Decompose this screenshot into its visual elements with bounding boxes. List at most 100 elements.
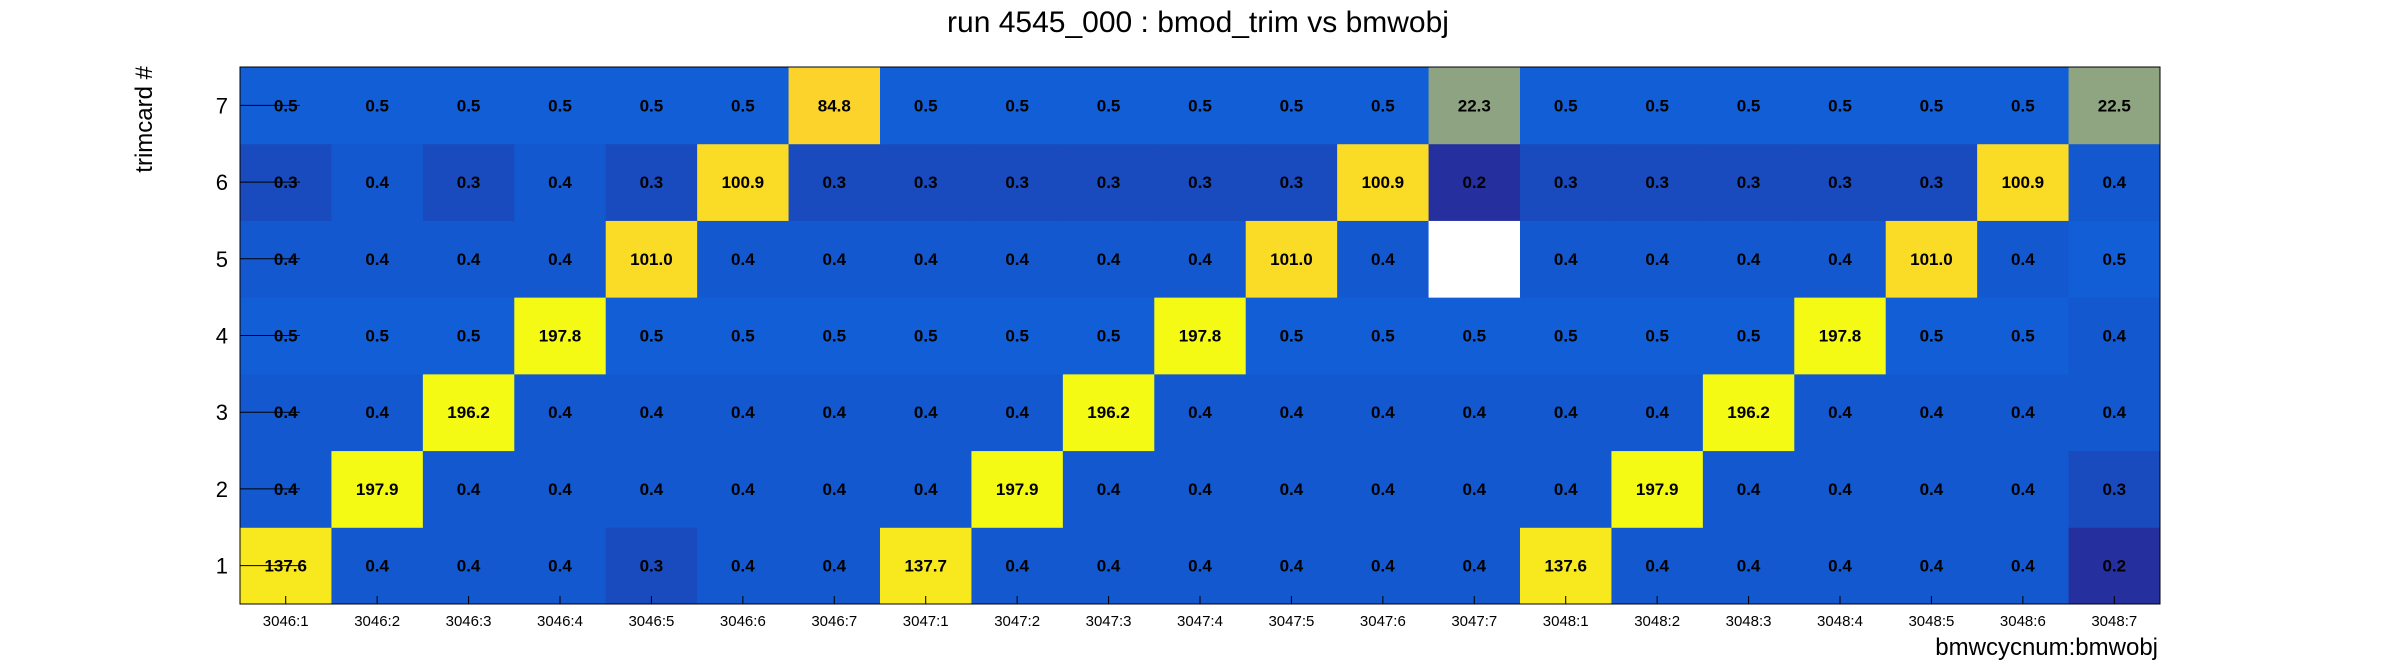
heatmap-cell [605,143,698,221]
cell-value-label: 0.4 [1828,250,1852,269]
cell-value-label: 0.4 [548,173,572,192]
heatmap-cell [697,450,790,528]
cell-value-label: 0.4 [1554,480,1578,499]
heatmap-cell [1428,143,1521,221]
y-tick-label: 4 [216,324,228,349]
cell-value-label: 0.4 [365,250,389,269]
x-tick-label: 3048:5 [1908,613,1954,630]
cell-value-label: 0.4 [2011,403,2035,422]
heatmap-cell [971,297,1064,375]
cell-value-label: 0.5 [1097,96,1121,115]
cell-value-label: 0.4 [1280,557,1304,576]
cell-value-label: 22.3 [1458,96,1491,115]
cell-value-label: 0.5 [1188,96,1212,115]
heatmap-cell [605,297,698,375]
heatmap-cell [880,220,972,298]
x-axis-label: bmwcycnum:bmwobj [1935,634,2158,661]
cell-value-label: 0.5 [1462,327,1486,346]
cell-value-label: 0.5 [2011,327,2035,346]
x-tick-label: 3048:4 [1817,613,1863,630]
heatmap-cell [331,450,424,528]
cell-value-label: 0.4 [1280,403,1304,422]
cell-value-label: 0.4 [914,250,938,269]
heatmap-cell [1154,67,1247,145]
cell-value-label: 0.5 [457,327,481,346]
heatmap-cell [1977,450,2070,528]
cell-value-label: 137.7 [904,557,947,576]
cell-value-label: 0.5 [914,327,938,346]
cell-value-label: 0.4 [1828,480,1852,499]
cell-value-label: 100.9 [1362,173,1405,192]
cell-value-label: 0.4 [1828,403,1852,422]
cell-value-label: 0.5 [365,327,389,346]
heatmap-cell [1337,450,1430,528]
cell-value-label: 0.4 [914,403,938,422]
cell-value-label: 0.4 [548,557,572,576]
cell-value-label: 196.2 [1727,403,1770,422]
x-tick-label: 3046:6 [720,613,766,630]
heatmap-cell [880,450,972,528]
heatmap-cell [1154,527,1247,605]
heatmap-cell [1794,450,1887,528]
cell-value-label: 0.4 [457,250,481,269]
y-tick-label: 5 [216,247,228,272]
cell-value-label: 197.8 [539,327,582,346]
y-tick-label: 6 [216,170,228,195]
heatmap-cell [1245,297,1338,375]
heatmap-cell [1885,143,1978,221]
heatmap-cell [1428,450,1521,528]
x-tick-label: 3047:7 [1451,613,1497,630]
cell-value-label: 0.4 [1188,480,1212,499]
cell-value-label: 0.4 [1280,480,1304,499]
heatmap-cell [1520,67,1612,145]
heatmap-cell [514,527,607,605]
y-axis-label: trimcard # [131,65,158,172]
heatmap-cell [880,297,972,375]
heatmap-cell [331,67,424,145]
heatmap-cell [422,143,515,221]
cell-value-label: 0.5 [2011,96,2035,115]
heatmap-cell [1977,527,2070,605]
heatmap-cell [1702,220,1795,298]
cell-value-label: 0.4 [1920,480,1944,499]
heatmap-cell [1977,67,2070,145]
heatmap-cell [1337,297,1430,375]
heatmap-cell [1794,220,1887,298]
heatmap-cell [1154,143,1247,221]
cell-value-label: 0.4 [1920,557,1944,576]
x-tick-label: 3046:1 [263,613,309,630]
heatmap-cell [697,220,790,298]
heatmap-cell [1520,220,1612,298]
heatmap-cell [1337,220,1430,298]
cell-value-label: 0.3 [640,173,664,192]
cell-value-label: 0.4 [640,480,664,499]
heatmap-cell [605,450,698,528]
cell-value-label: 0.4 [2102,403,2126,422]
cell-value-label: 197.9 [356,480,399,499]
x-tick-label: 3046:2 [354,613,400,630]
heatmap-cell [880,373,972,452]
cell-value-label: 0.5 [1645,96,1669,115]
heatmap-cell [605,220,698,298]
cell-value-label: 0.5 [822,327,846,346]
x-tick-label: 3048:3 [1726,613,1772,630]
heatmap-cell [1428,220,1521,298]
cell-value-label: 197.8 [1819,327,1862,346]
cell-value-label: 0.5 [1828,96,1852,115]
cell-value-label: 137.6 [1544,557,1587,576]
cell-value-label: 0.5 [640,327,664,346]
cell-value-label: 0.4 [914,480,938,499]
cell-value-label: 0.4 [1462,403,1486,422]
heatmap-cell [1977,220,2070,298]
cell-value-label: 0.4 [1554,250,1578,269]
heatmap-cell [1428,67,1521,145]
heatmap-cell [880,67,972,145]
heatmap-cell [1337,67,1430,145]
heatmap-cells [240,67,2161,605]
x-tick-label: 3047:5 [1268,613,1314,630]
heatmap-cell [514,373,607,452]
heatmap-cell [1702,67,1795,145]
cell-value-label: 0.5 [640,96,664,115]
cell-value-label: 100.9 [2002,173,2045,192]
cell-value-label: 0.4 [1005,250,1029,269]
